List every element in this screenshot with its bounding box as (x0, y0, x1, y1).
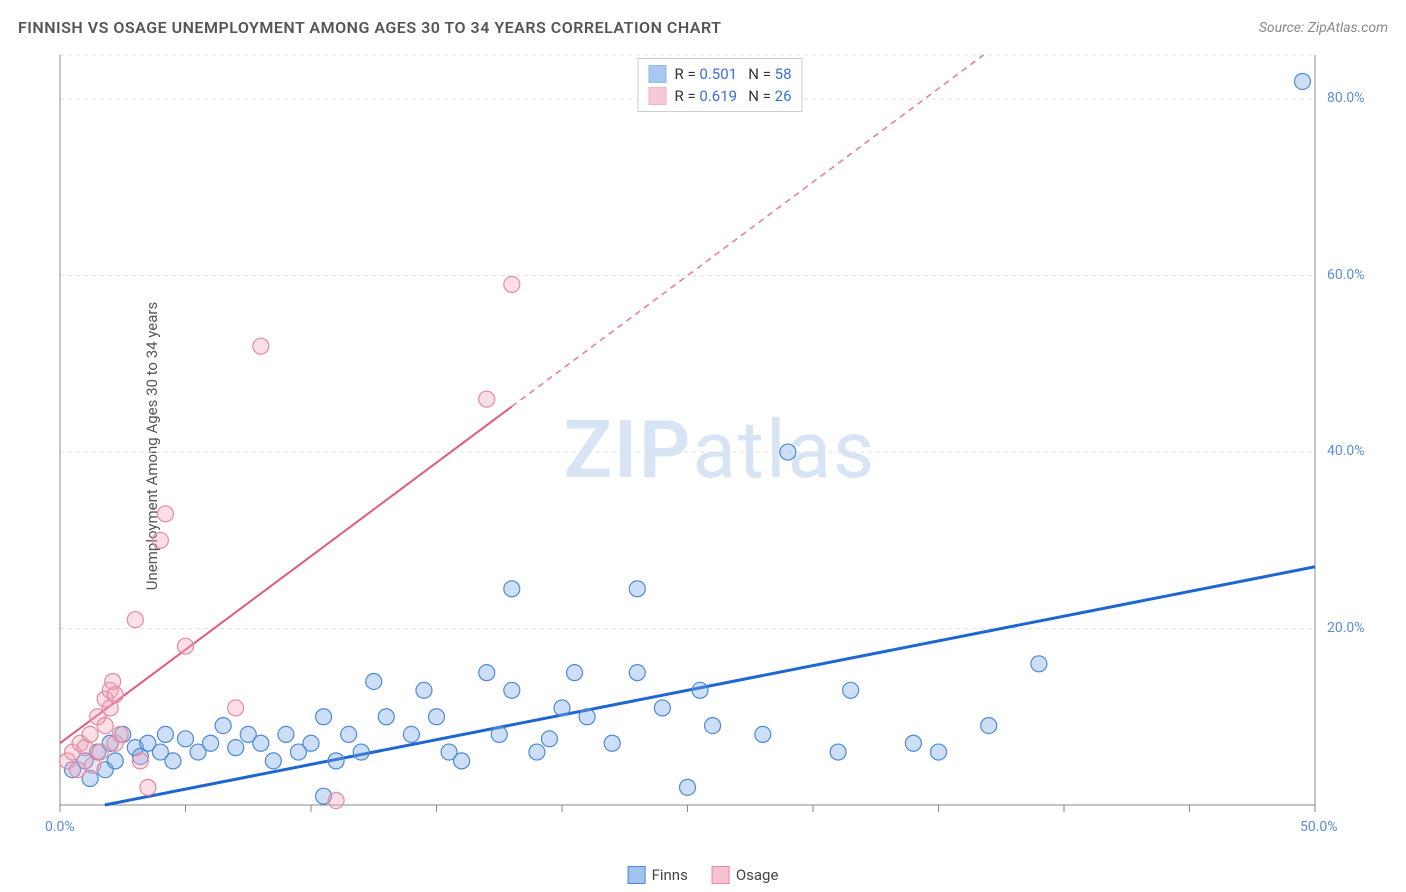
legend-stat: R = 0.501 N = 58 (674, 65, 791, 83)
legend-stat: R = 0.619 N = 26 (674, 87, 791, 105)
source-label: Source: ZipAtlas.com (1259, 20, 1388, 36)
legend-swatch (712, 866, 730, 884)
scatter-plot (55, 50, 1385, 850)
y-tick-label: 80.0% (1327, 90, 1365, 106)
legend-series: Finns Osage (628, 866, 779, 884)
legend-series-label: Finns (652, 866, 688, 884)
legend-correlation-row: R = 0.619 N = 26 (648, 85, 791, 107)
legend-swatch (628, 866, 646, 884)
source-prefix: Source: (1259, 20, 1308, 36)
x-tick-label: 50.0% (1300, 819, 1338, 835)
legend-series-item: Osage (712, 866, 779, 884)
legend-swatch (648, 65, 666, 83)
chart-area: ZIPatlas R = 0.501 N = 58R = 0.619 N = 2… (55, 50, 1385, 850)
legend-series-label: Osage (736, 866, 779, 884)
y-tick-label: 20.0% (1327, 620, 1365, 636)
legend-correlation-row: R = 0.501 N = 58 (648, 63, 791, 85)
y-tick-label: 60.0% (1327, 267, 1365, 283)
source-name: ZipAtlas.com (1308, 20, 1388, 36)
chart-title: FINNISH VS OSAGE UNEMPLOYMENT AMONG AGES… (18, 18, 721, 37)
x-tick-label: 0.0% (45, 819, 75, 835)
y-tick-label: 40.0% (1327, 443, 1365, 459)
legend-correlation: R = 0.501 N = 58 R = 0.619 N = 26 (637, 58, 802, 112)
legend-series-item: Finns (628, 866, 688, 884)
legend-swatch (648, 87, 666, 105)
